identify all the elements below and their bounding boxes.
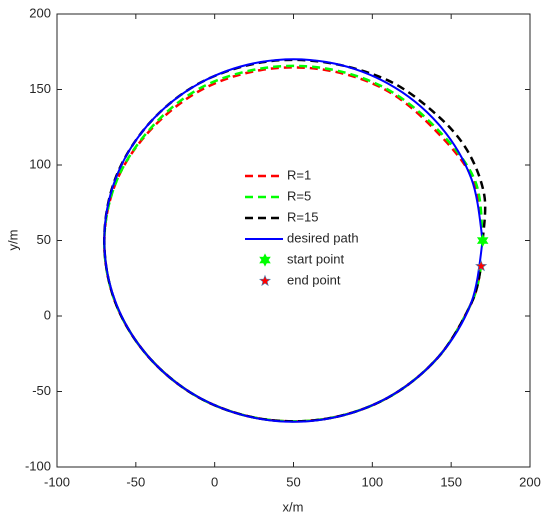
legend-marker xyxy=(258,274,272,287)
y-tick-label: 50 xyxy=(37,232,51,247)
marker-start xyxy=(476,233,489,248)
y-tick-label: 0 xyxy=(44,307,51,322)
y-tick-label: -100 xyxy=(25,458,51,473)
x-tick-label: 150 xyxy=(440,474,462,489)
y-tick-label: 100 xyxy=(29,156,51,171)
x-tick-label: 200 xyxy=(519,474,541,489)
series-line xyxy=(103,58,487,423)
x-tick-label: 100 xyxy=(361,474,383,489)
legend-label: desired path xyxy=(287,230,359,245)
marker-end xyxy=(475,259,488,272)
legend-label: end point xyxy=(287,272,341,287)
x-axis-label: x/m xyxy=(283,499,304,514)
legend-label: R=5 xyxy=(287,188,311,203)
y-axis-label: y/m xyxy=(5,230,20,251)
legend-marker xyxy=(259,253,271,267)
legend-label: R=1 xyxy=(287,167,311,182)
y-tick-label: 150 xyxy=(29,81,51,96)
legend-label: start point xyxy=(287,251,344,266)
y-tick-label: -50 xyxy=(32,383,51,398)
x-tick-label: -100 xyxy=(44,474,70,489)
y-tick-label: 200 xyxy=(29,5,51,20)
x-tick-label: 0 xyxy=(211,474,218,489)
x-tick-label: 50 xyxy=(286,474,300,489)
series-line xyxy=(103,58,484,423)
legend-label: R=15 xyxy=(287,209,318,224)
x-tick-label: -50 xyxy=(126,474,145,489)
